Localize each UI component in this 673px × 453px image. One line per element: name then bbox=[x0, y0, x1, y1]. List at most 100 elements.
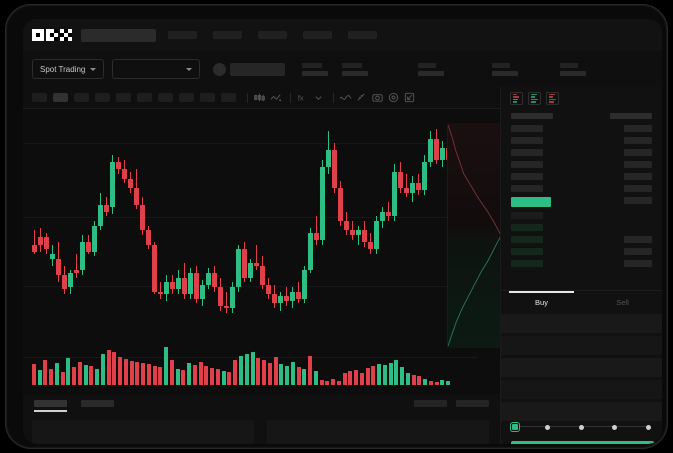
orderbook-bid-row[interactable] bbox=[501, 233, 662, 245]
orderbook-column-headers bbox=[501, 109, 662, 122]
orders-tab-1[interactable] bbox=[81, 399, 114, 407]
volume-bar bbox=[100, 353, 105, 385]
timeframe-8[interactable] bbox=[200, 93, 215, 102]
tab-buy-label: Buy bbox=[535, 298, 548, 307]
timeframe-3[interactable] bbox=[95, 93, 110, 102]
volume-bar bbox=[440, 380, 445, 385]
slider-step-1[interactable] bbox=[544, 424, 550, 430]
orderbook-panel: Buy Sell bbox=[500, 87, 662, 444]
orderbook-ask-row[interactable] bbox=[501, 182, 662, 194]
orderbook-ask-row[interactable] bbox=[501, 134, 662, 146]
volume-bar bbox=[239, 356, 243, 385]
orderbook-bid-row[interactable] bbox=[501, 245, 662, 257]
volume-bar bbox=[227, 371, 232, 385]
orderbook-asks-icon[interactable] bbox=[546, 91, 559, 105]
tab-buy[interactable]: Buy bbox=[501, 291, 582, 314]
volume-bar bbox=[72, 367, 77, 385]
price-chart[interactable] bbox=[23, 109, 478, 394]
settings-icon[interactable] bbox=[387, 91, 400, 104]
orderbook-price bbox=[511, 148, 543, 156]
orderbook-price bbox=[511, 196, 551, 207]
orderbook-bid-row[interactable] bbox=[501, 221, 662, 233]
volume-bar bbox=[388, 362, 393, 385]
orders-tab-0[interactable] bbox=[34, 399, 67, 412]
orderbook-ask-row[interactable] bbox=[501, 170, 662, 182]
submit-order-button[interactable] bbox=[511, 441, 654, 444]
orderbook-price bbox=[511, 223, 543, 231]
volume-bar bbox=[354, 369, 359, 385]
timeframe-7[interactable] bbox=[179, 93, 194, 102]
volume-bar bbox=[446, 381, 451, 385]
logo-glyph-o bbox=[32, 29, 44, 41]
volume-bar bbox=[198, 361, 203, 385]
nav-item-1[interactable] bbox=[213, 31, 242, 39]
orderbook-both-icon[interactable] bbox=[510, 91, 523, 105]
timeframe-6[interactable] bbox=[158, 93, 173, 102]
order-field-0[interactable] bbox=[501, 314, 662, 333]
nav-item-0[interactable] bbox=[168, 31, 197, 39]
camera-icon[interactable] bbox=[371, 91, 384, 104]
orderbook-amount bbox=[624, 235, 652, 243]
toolbar-divider bbox=[247, 92, 248, 103]
gridline-0 bbox=[23, 143, 478, 145]
slider-step-3[interactable] bbox=[612, 424, 618, 430]
volume-bar bbox=[342, 373, 347, 385]
volume-bar bbox=[279, 364, 284, 385]
orderbook-amount bbox=[624, 247, 652, 255]
wave-chart-icon[interactable] bbox=[339, 91, 352, 104]
timeframe-9[interactable] bbox=[221, 93, 236, 102]
volume-bar bbox=[37, 369, 42, 385]
candlestick-chart-icon[interactable] bbox=[253, 91, 266, 104]
volume-bar bbox=[359, 373, 364, 385]
slider-step-4[interactable] bbox=[646, 424, 651, 430]
orderbook-price bbox=[511, 247, 543, 255]
market-depth-overlay[interactable] bbox=[447, 123, 500, 348]
orderbook-ask-row[interactable] bbox=[501, 158, 662, 170]
orders-action-0[interactable] bbox=[414, 399, 447, 407]
ruler-icon[interactable] bbox=[355, 91, 368, 104]
timeframe-5[interactable] bbox=[137, 93, 152, 102]
volume-bar bbox=[405, 373, 410, 385]
timeframe-4[interactable] bbox=[116, 93, 131, 102]
indicator-icon[interactable]: fx bbox=[296, 91, 309, 104]
search-input[interactable] bbox=[81, 28, 156, 42]
orderbook-spread-row[interactable] bbox=[501, 194, 662, 209]
order-field-1[interactable] bbox=[501, 336, 662, 355]
order-field-3[interactable] bbox=[501, 380, 662, 399]
nav-item-3[interactable] bbox=[303, 31, 332, 39]
timeframe-0[interactable] bbox=[32, 93, 47, 102]
okx-logo[interactable] bbox=[32, 29, 72, 41]
slider-step-0[interactable] bbox=[511, 423, 519, 431]
slider-step-2[interactable] bbox=[578, 424, 584, 430]
volume-bar bbox=[164, 347, 169, 385]
volume-bar bbox=[129, 361, 134, 385]
amount-percent-slider[interactable] bbox=[511, 422, 654, 432]
orderbook-bid-row[interactable] bbox=[501, 209, 662, 221]
tab-sell[interactable]: Sell bbox=[582, 291, 662, 314]
volume-bar bbox=[400, 367, 405, 385]
orderbook-ask-row[interactable] bbox=[501, 146, 662, 158]
volume-bar bbox=[285, 365, 290, 385]
orderbook-price bbox=[511, 172, 543, 180]
timeframe-2[interactable] bbox=[74, 93, 89, 102]
volume-bar bbox=[411, 374, 416, 385]
chevron-down-icon[interactable] bbox=[312, 91, 325, 104]
order-field-4[interactable] bbox=[501, 402, 662, 421]
nav-item-4[interactable] bbox=[348, 31, 377, 39]
orderbook-amount bbox=[624, 136, 652, 144]
orderbook-header-amount bbox=[610, 113, 652, 119]
orders-action-1[interactable] bbox=[456, 399, 489, 407]
timeframe-1[interactable] bbox=[53, 93, 68, 102]
market-type-select[interactable]: Spot Trading bbox=[32, 59, 105, 79]
orderbook-bids-icon[interactable] bbox=[528, 91, 541, 105]
orderbook-bid-row[interactable] bbox=[501, 257, 662, 269]
orderbook-ask-row[interactable] bbox=[501, 122, 662, 134]
fullscreen-icon[interactable] bbox=[403, 91, 416, 104]
order-field-2[interactable] bbox=[501, 358, 662, 377]
volume-bar bbox=[302, 369, 307, 385]
trading-pair-select[interactable] bbox=[112, 59, 201, 79]
orderbook-amount bbox=[624, 196, 652, 204]
nav-item-2[interactable] bbox=[258, 31, 287, 39]
orderbook-price bbox=[511, 136, 543, 144]
line-chart-icon[interactable] bbox=[269, 91, 282, 104]
